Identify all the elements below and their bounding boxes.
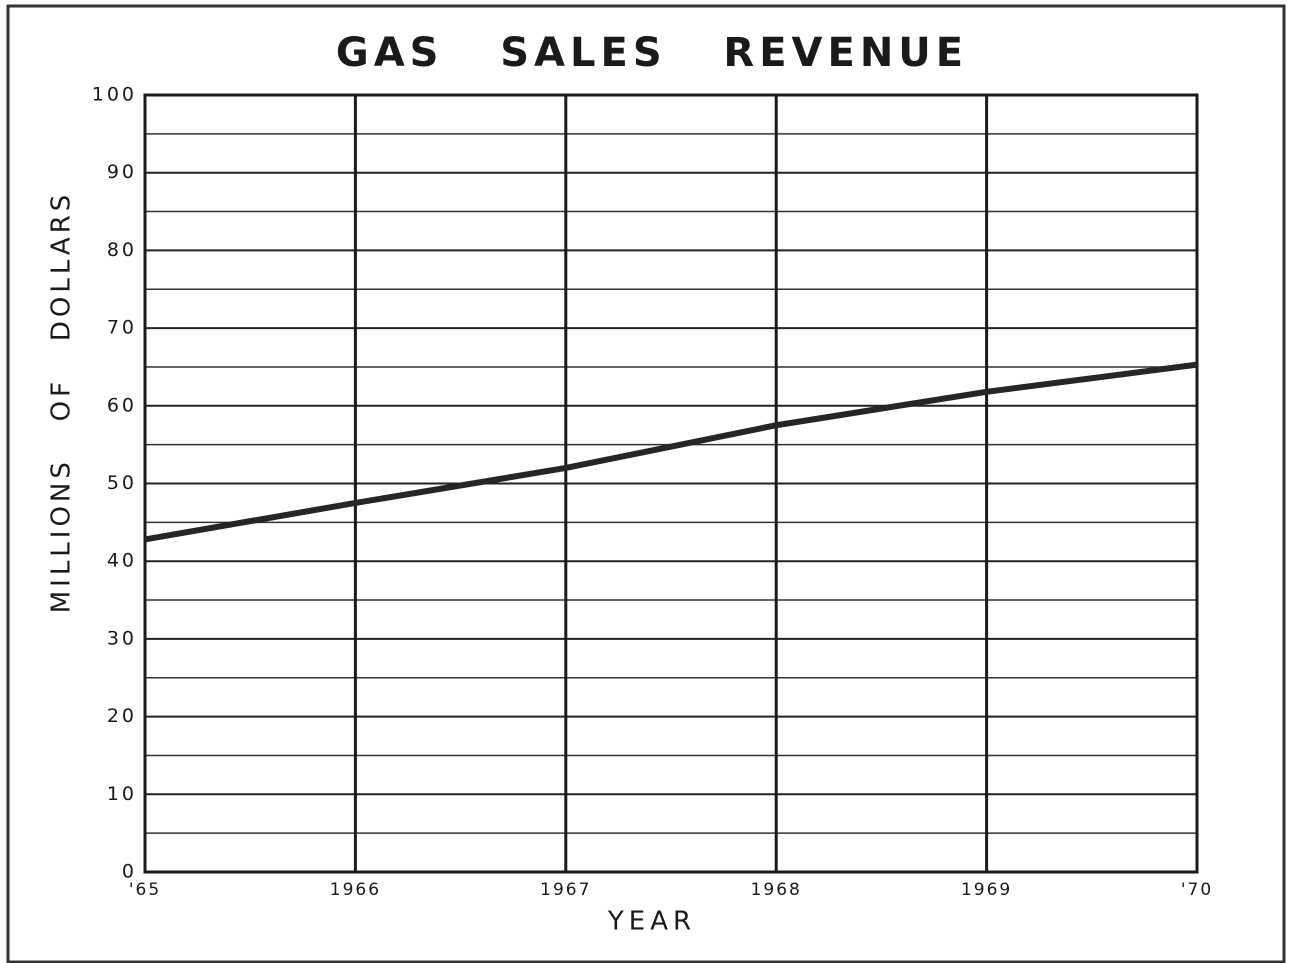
- y-tick-label: 0: [122, 861, 137, 883]
- y-tick-label: 50: [107, 472, 137, 494]
- y-tick-label: 80: [107, 239, 137, 261]
- y-tick-label: 60: [107, 394, 137, 416]
- x-tick-label: 1969: [961, 880, 1012, 900]
- x-axis-label: YEAR: [607, 907, 696, 937]
- y-tick-label: 70: [107, 317, 137, 339]
- x-tick-label: 1968: [751, 880, 802, 900]
- y-tick-label: 40: [107, 550, 137, 572]
- frame: [6, 4, 1286, 963]
- x-tick-label: 1967: [540, 880, 591, 900]
- y-tick-label: 30: [107, 627, 137, 649]
- chart-title: GAS SALES REVENUE: [336, 30, 968, 76]
- y-tick-label: 90: [107, 161, 137, 183]
- y-tick-label: 10: [107, 783, 137, 805]
- x-tick-label: '70: [1181, 880, 1213, 900]
- x-tick-label: '65: [129, 880, 161, 900]
- plot-border: [143, 93, 1199, 874]
- y-tick-label: 20: [107, 705, 137, 727]
- data-line: [144, 361, 1198, 543]
- y-tick-label: 100: [92, 84, 137, 106]
- x-tick-label: 1966: [330, 880, 381, 900]
- y-axis-label: MILLIONS OF DOLLARS: [47, 191, 77, 614]
